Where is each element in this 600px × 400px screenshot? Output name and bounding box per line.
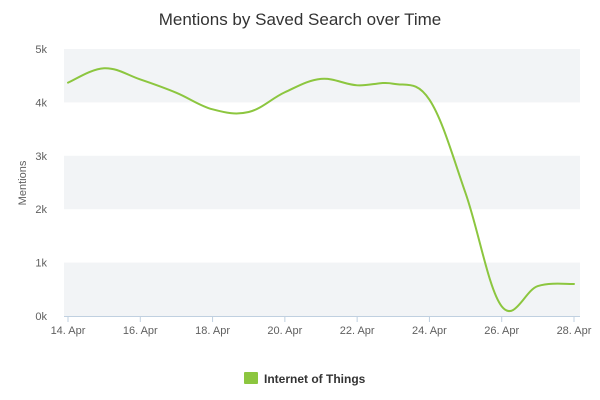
y-tick-label: 2k [35, 204, 47, 216]
x-tick-label: 24. Apr [412, 325, 447, 337]
legend[interactable]: Internet of Things [244, 372, 366, 386]
y-tick-label: 0k [35, 311, 47, 323]
chart-title: Mentions by Saved Search over Time [159, 10, 442, 29]
y-axis-ticks: 0k 1k 2k 3k 4k 5k [35, 44, 47, 323]
series-line-internet-of-things[interactable] [67, 67, 575, 313]
x-tick-label: 18. Apr [195, 325, 230, 337]
y-tick-label: 5k [35, 44, 47, 56]
legend-swatch [244, 372, 258, 384]
x-tick-label: 16. Apr [123, 325, 158, 337]
series-group [67, 67, 575, 313]
x-tick-label: 14. Apr [51, 325, 86, 337]
y-tick-label: 3k [35, 151, 47, 163]
x-axis-ticks: 14. Apr 16. Apr 18. Apr 20. Apr 22. Apr 24. A… [51, 316, 592, 337]
y-tick-label: 1k [35, 258, 47, 270]
y-tick-label: 4k [35, 97, 47, 109]
legend-label-internet-of-things[interactable]: Internet of Things [264, 372, 366, 386]
x-tick-label: 26. Apr [484, 325, 519, 337]
x-tick-label: 28. Apr [557, 325, 592, 337]
plot-bands [64, 49, 580, 316]
x-tick-label: 22. Apr [340, 325, 375, 337]
plot-band [64, 155, 580, 210]
plot-band [64, 49, 580, 103]
y-axis-label: Mentions [17, 160, 29, 205]
x-tick-label: 20. Apr [267, 325, 302, 337]
